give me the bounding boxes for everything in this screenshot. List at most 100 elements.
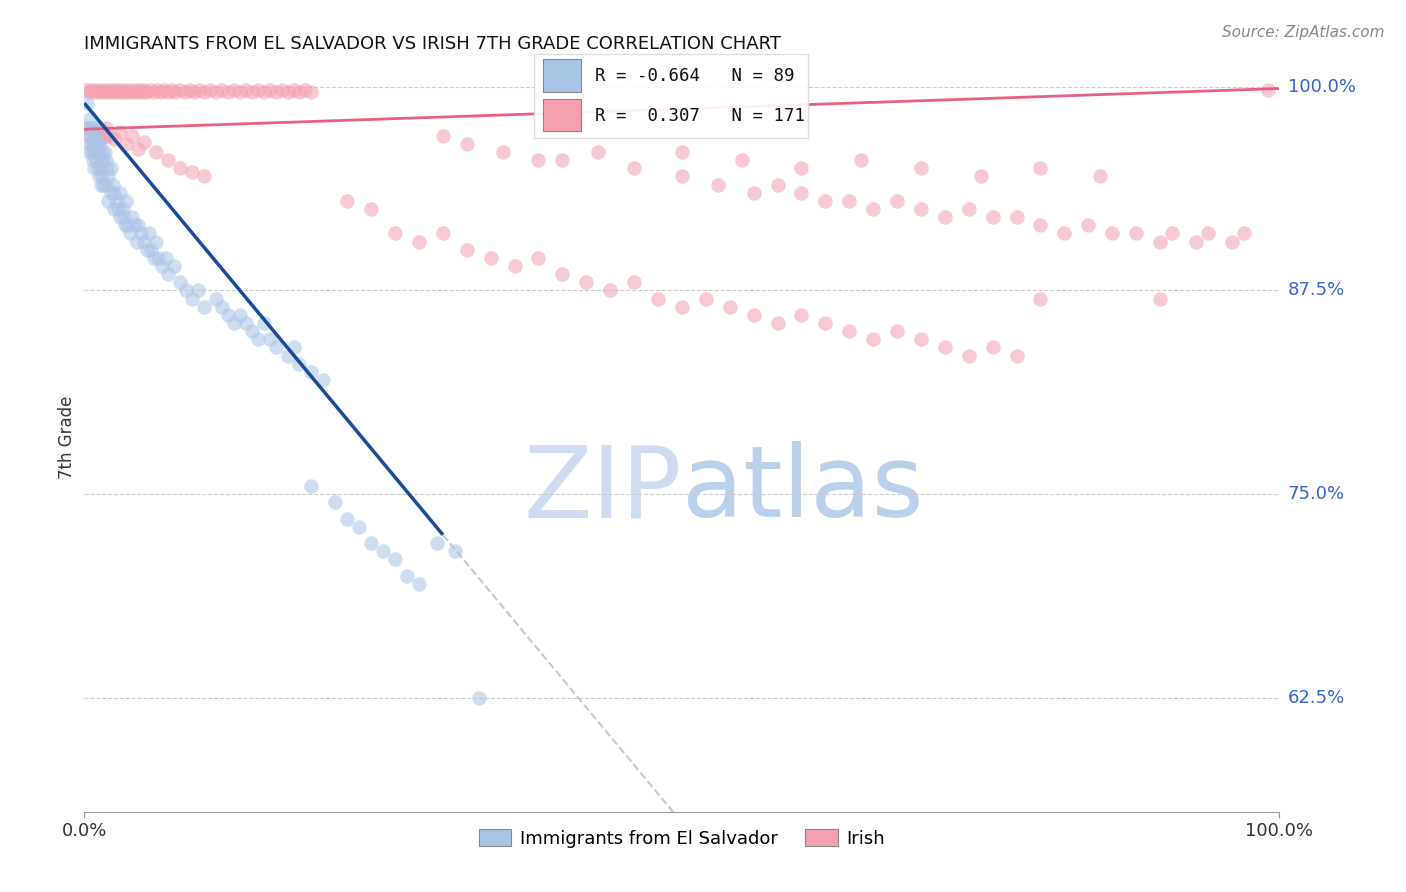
Point xyxy=(211,300,233,314)
Point xyxy=(87,145,110,159)
Point xyxy=(103,202,125,216)
Point xyxy=(165,85,187,99)
Text: R = -0.664   N = 89: R = -0.664 N = 89 xyxy=(595,68,794,86)
Point xyxy=(128,83,150,97)
Point xyxy=(851,153,873,168)
Point xyxy=(112,210,135,224)
Point xyxy=(86,83,108,97)
Point xyxy=(235,316,257,330)
Point xyxy=(1005,349,1028,363)
Point xyxy=(79,136,101,151)
Point xyxy=(135,243,157,257)
Point xyxy=(86,136,108,151)
Point xyxy=(814,316,837,330)
Point xyxy=(426,536,449,550)
Point xyxy=(551,153,574,168)
Point xyxy=(235,83,257,97)
Point xyxy=(222,316,245,330)
Point xyxy=(142,85,165,99)
Point xyxy=(76,96,98,111)
Point xyxy=(90,122,112,136)
Point xyxy=(205,292,228,306)
Point xyxy=(132,235,156,249)
Point xyxy=(82,128,104,143)
Point xyxy=(277,85,299,99)
Point xyxy=(492,145,515,159)
Point xyxy=(790,186,813,200)
Point xyxy=(86,128,108,143)
Point xyxy=(131,85,153,99)
Point xyxy=(408,235,430,249)
Point xyxy=(77,128,100,143)
Point xyxy=(76,83,98,97)
Point xyxy=(96,161,118,176)
Point xyxy=(742,186,765,200)
Point xyxy=(157,153,180,168)
Point xyxy=(205,85,228,99)
Point xyxy=(910,202,932,216)
Y-axis label: 7th Grade: 7th Grade xyxy=(58,395,76,479)
Point xyxy=(142,251,165,265)
Point xyxy=(124,219,146,233)
Point xyxy=(83,145,105,159)
Point xyxy=(981,210,1004,224)
Point xyxy=(84,120,107,135)
Point xyxy=(87,169,110,184)
Point xyxy=(160,83,183,97)
Point xyxy=(246,332,269,346)
Point xyxy=(1029,219,1052,233)
Point xyxy=(336,194,359,208)
Point xyxy=(456,136,478,151)
Point xyxy=(294,83,316,97)
Point xyxy=(87,85,110,99)
Point xyxy=(169,276,191,290)
Point xyxy=(100,83,122,97)
Point xyxy=(80,83,103,97)
Point xyxy=(240,85,263,99)
Point xyxy=(91,169,114,184)
Point xyxy=(82,153,104,168)
Point xyxy=(396,568,419,582)
Point xyxy=(479,251,502,265)
Point xyxy=(94,153,117,168)
Point xyxy=(229,308,252,322)
Point xyxy=(181,164,204,178)
Point xyxy=(91,145,114,159)
Point xyxy=(270,83,292,97)
Point xyxy=(981,341,1004,355)
Text: 75.0%: 75.0% xyxy=(1288,485,1346,503)
Point xyxy=(838,324,860,338)
Point xyxy=(76,120,98,135)
Point xyxy=(1029,161,1052,176)
Point xyxy=(104,83,127,97)
Point xyxy=(970,169,993,184)
Point xyxy=(118,83,141,97)
Point xyxy=(551,267,574,281)
Point xyxy=(89,161,111,176)
Point xyxy=(862,332,884,346)
Point xyxy=(384,552,406,566)
Point xyxy=(125,235,148,249)
Point xyxy=(103,132,125,146)
Point xyxy=(695,292,717,306)
Point xyxy=(198,83,221,97)
Point xyxy=(114,83,136,97)
Point xyxy=(253,316,276,330)
Point xyxy=(135,85,157,99)
Point xyxy=(1101,227,1123,241)
Point xyxy=(84,145,107,159)
Point xyxy=(148,251,170,265)
Point xyxy=(325,495,347,509)
Point xyxy=(97,128,120,143)
Point xyxy=(157,85,180,99)
Point xyxy=(111,202,134,216)
Point xyxy=(77,120,100,135)
Point xyxy=(149,85,172,99)
Point xyxy=(110,83,132,97)
Point xyxy=(132,83,156,97)
Point xyxy=(349,519,371,533)
Point xyxy=(790,308,813,322)
Point xyxy=(373,544,395,558)
Point xyxy=(1053,227,1076,241)
Point xyxy=(80,136,103,151)
